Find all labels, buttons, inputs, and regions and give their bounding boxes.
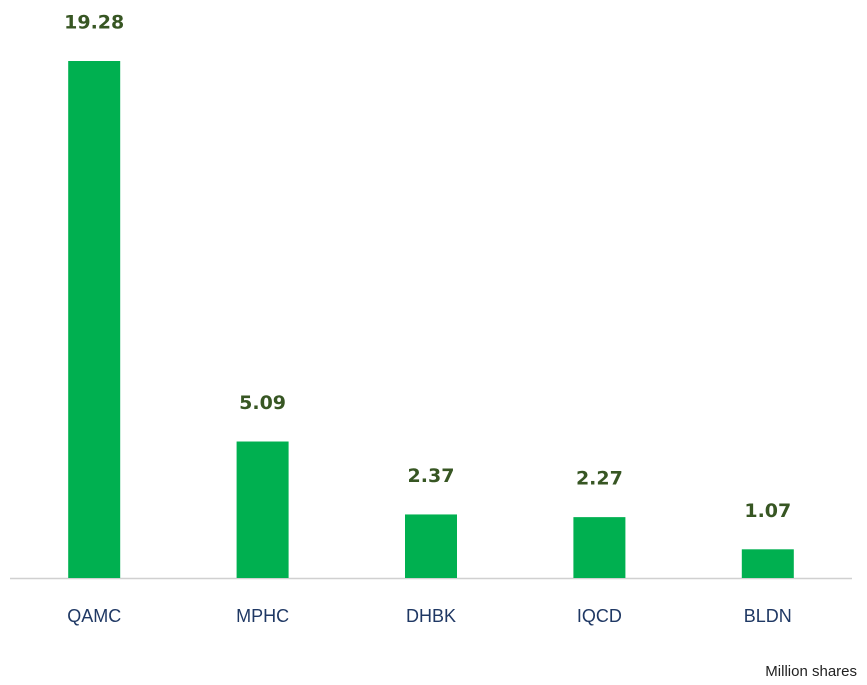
x-tick-label: DHBK [406, 606, 456, 626]
value-label: 2.27 [576, 468, 623, 490]
bar [68, 61, 121, 578]
value-label: 1.07 [744, 500, 791, 522]
value-label: 2.37 [408, 465, 455, 487]
bar [236, 441, 289, 578]
value-label: 19.28 [64, 12, 124, 34]
x-tick-label: IQCD [577, 606, 622, 626]
bar [573, 517, 626, 578]
bar [741, 549, 794, 578]
x-tick-label: MPHC [236, 606, 289, 626]
x-tick-label: BLDN [744, 606, 792, 626]
value-label: 5.09 [239, 392, 286, 414]
bar [405, 514, 457, 578]
unit-label: Million shares [765, 663, 857, 680]
x-tick-label: QAMC [67, 606, 121, 626]
